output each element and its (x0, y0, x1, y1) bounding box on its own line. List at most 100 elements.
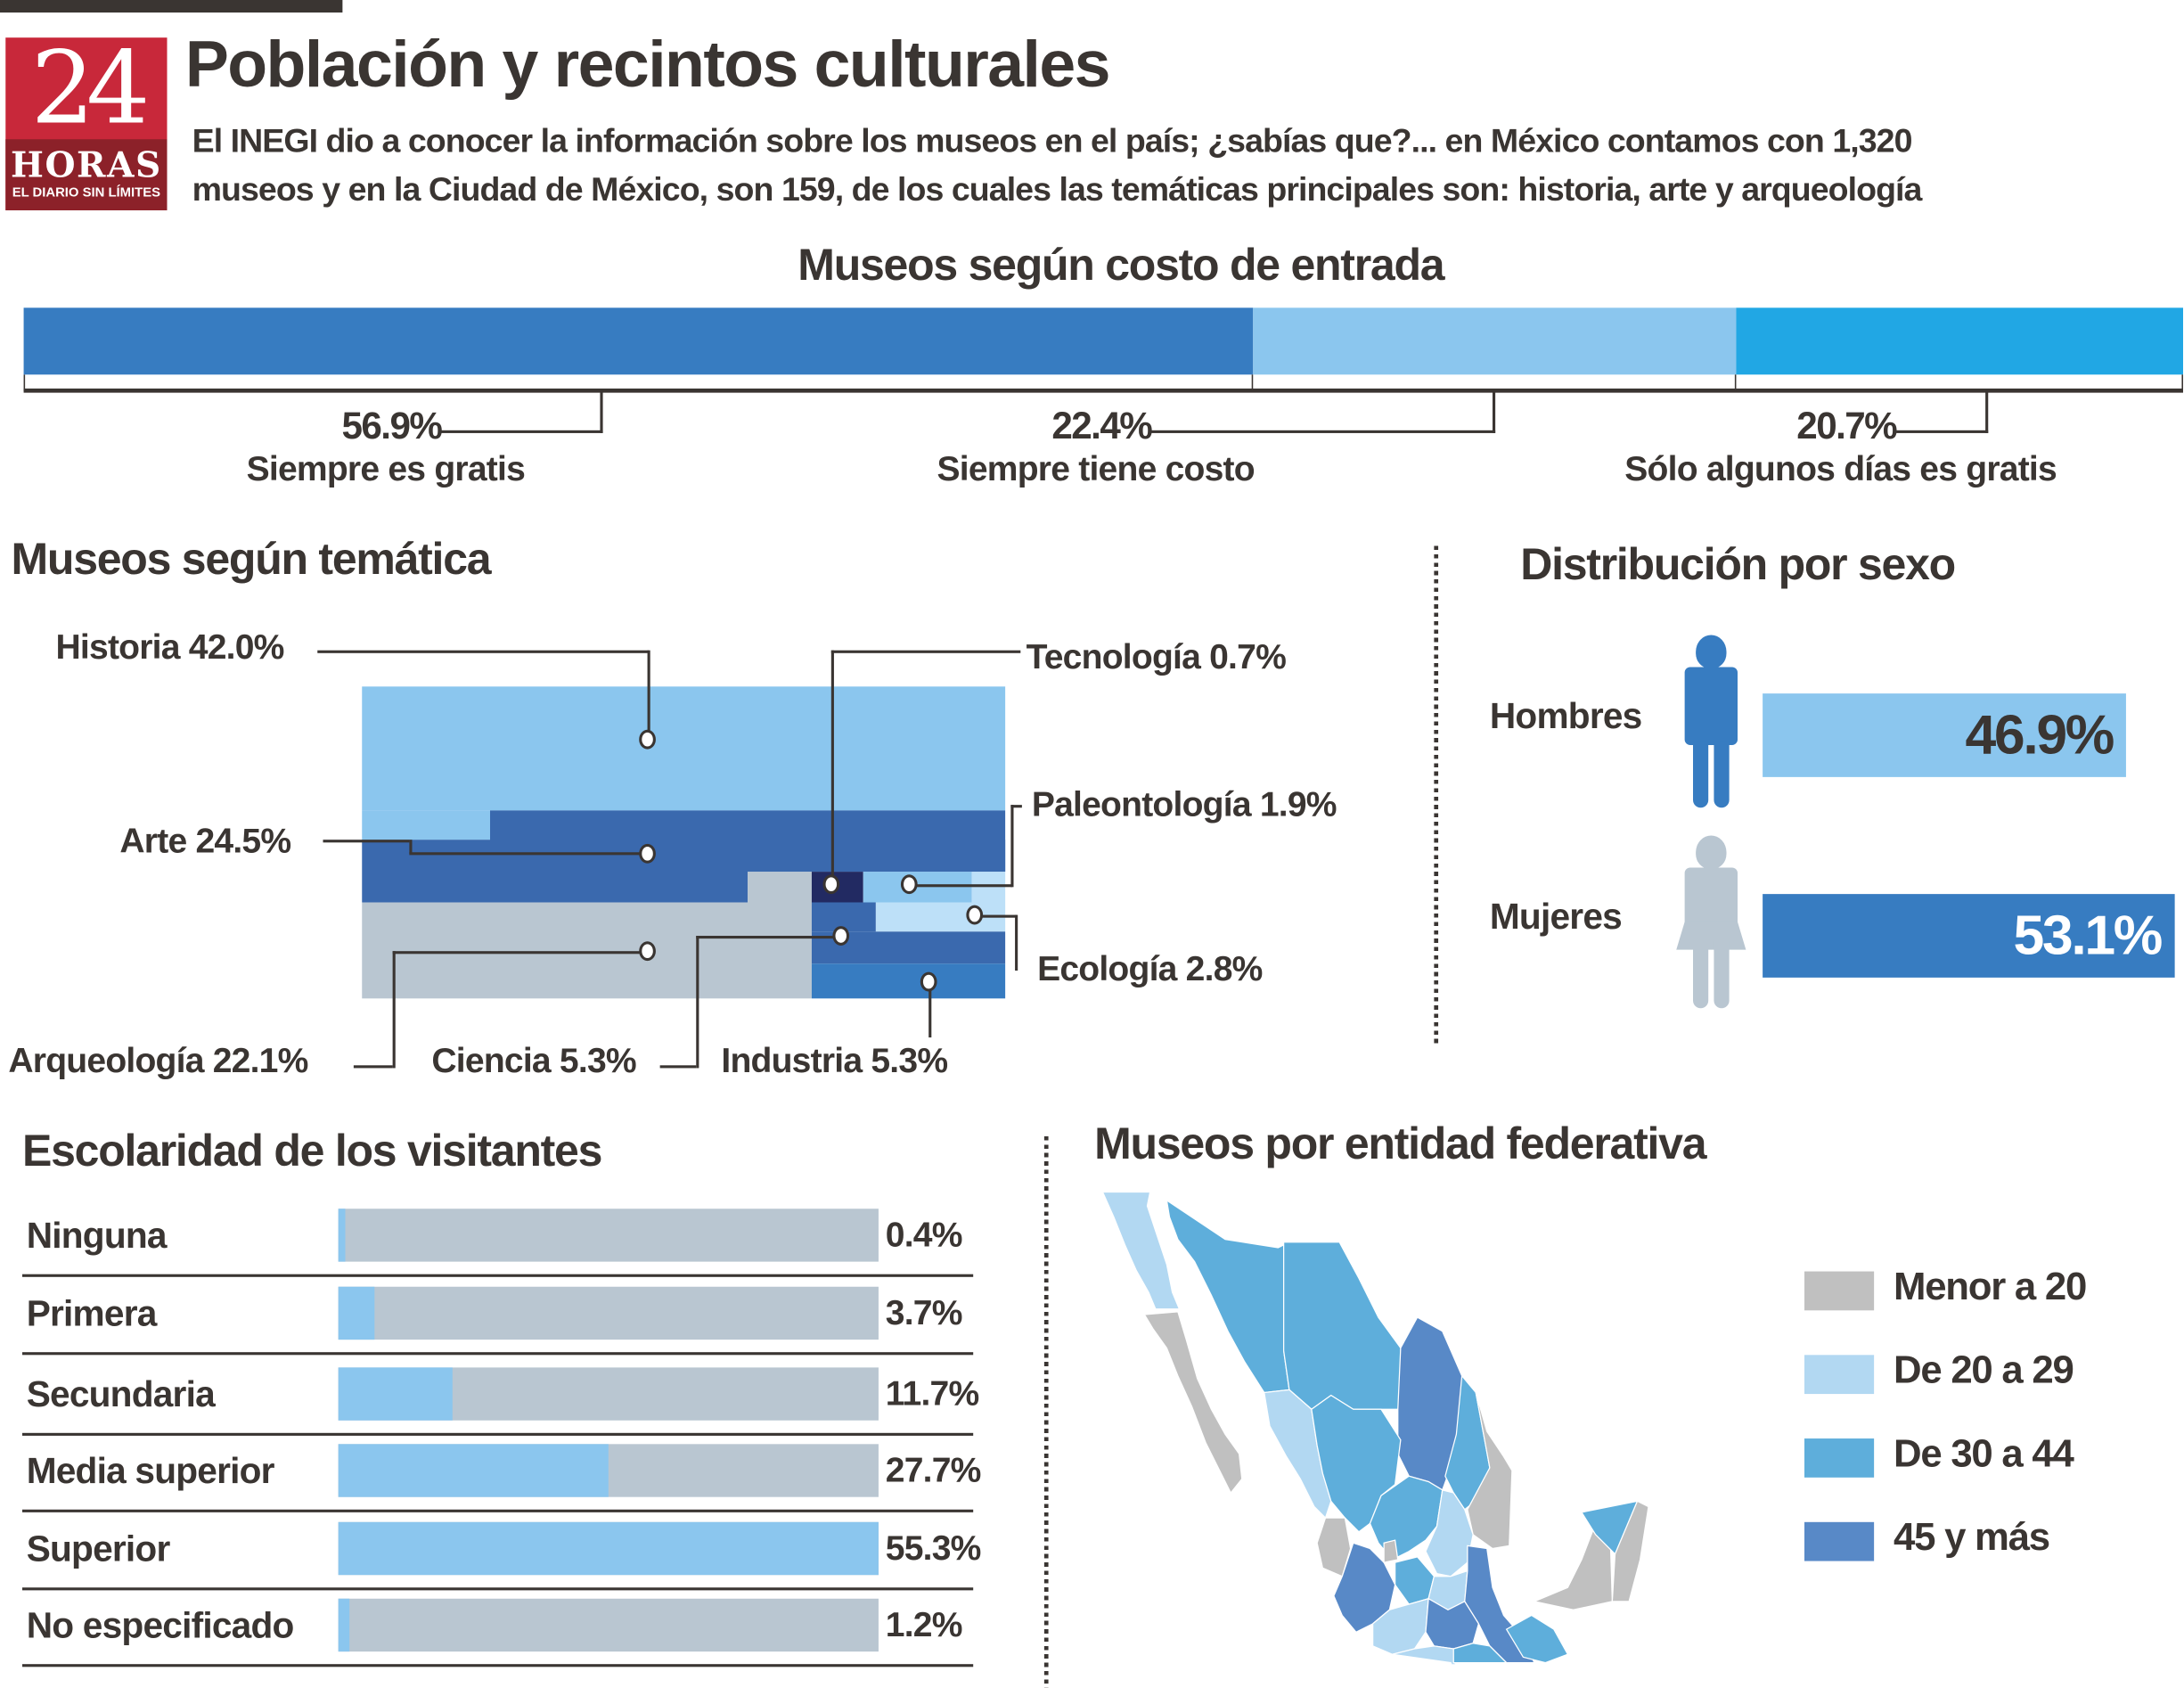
leader-ciencia-v (696, 936, 699, 1069)
leader-historia-v (647, 650, 650, 740)
theme-chart-title: Museos según temática (11, 533, 492, 584)
sex-chart: Hombres 46.9% Mujeres 53.1% (1448, 613, 2183, 1031)
cost-bar-0 (23, 307, 1253, 375)
education-bar-5 (338, 1598, 350, 1652)
treemap-marker-industria (920, 971, 937, 992)
treemap-cell-arte (362, 840, 748, 903)
treemap-marker-tecnología (822, 874, 840, 895)
sex-bar-0 (1763, 693, 2127, 777)
education-track-0 (338, 1209, 879, 1262)
leader-historia (317, 650, 650, 653)
map-legend: Menor a 20 De 20 a 29 De 30 a 44 45 y más (1802, 1260, 2178, 1580)
education-bar-1 (338, 1286, 375, 1340)
cost-bar-2 (1736, 307, 2183, 375)
theme-treemap: Historia 42.0% Arte 24.5% Arqueología 22.1… (0, 0, 1393, 1114)
education-separator-3 (22, 1509, 974, 1512)
treemap-label-arqueología: Arqueología 22.1% (8, 1041, 308, 1081)
logo-tagline: EL DIARIO SIN LÍMITES (12, 184, 161, 201)
cost-left-tick (23, 374, 26, 392)
legend-label-3: 45 y más (1894, 1515, 2050, 1559)
treemap-label-historia: Historia 42.0% (55, 627, 285, 668)
icon-leg (1693, 741, 1709, 808)
state-zacatecas (1369, 1475, 1444, 1561)
icon-skirt (1676, 922, 1746, 950)
legend-swatch-2 (1804, 1438, 1875, 1478)
education-separator-1 (22, 1352, 974, 1356)
education-track-5 (338, 1598, 879, 1652)
cost-value-label-2: 20.7% (1796, 405, 1897, 447)
logo-number: 24 (30, 29, 151, 147)
education-chart-title: Escolaridad de los visitantes (22, 1125, 602, 1176)
cost-leader-h-2 (1896, 430, 1989, 433)
education-track-3 (338, 1444, 879, 1497)
page-title: Población y recintos culturales (184, 26, 1111, 101)
treemap-marker-arqueología (639, 941, 656, 962)
leader-ciencia (659, 1065, 697, 1069)
state-guanajuato (1395, 1556, 1436, 1605)
woman-icon (1676, 835, 1746, 1009)
cost-leader-h-0 (441, 430, 603, 433)
treemap-marker-arte (639, 843, 656, 864)
leader-arte (323, 840, 410, 843)
icon-head (1696, 635, 1727, 668)
education-label-4: Superior (26, 1528, 171, 1569)
education-value-0: 0.4% (885, 1216, 963, 1255)
state-san-luis-potosi (1425, 1489, 1474, 1577)
icon-leg (1714, 941, 1730, 1009)
cost-bar-tick-2 (2181, 374, 2183, 392)
cost-bar-1 (1252, 307, 1737, 375)
leader-arqueologia-v (392, 951, 396, 1069)
education-bar-3 (338, 1444, 609, 1497)
cost-chart-title: Museos según costo de entrada (798, 239, 1444, 290)
education-row-2: Secundaria 11.7% (0, 1198, 1030, 1671)
cost-category-label-0: Siempre es gratis (246, 449, 526, 489)
icon-head (1696, 835, 1727, 869)
state-chiapas (1505, 1614, 1569, 1664)
treemap-label-ciencia: Ciencia 5.3% (431, 1041, 636, 1081)
legend-swatch-3 (1804, 1521, 1875, 1561)
top-rule (0, 0, 343, 13)
cost-chart: 56.9% Siempre es gratis 22.4% Siempre tiene… (23, 307, 2183, 488)
intro-line-1: El INEGI dio a conocer la información so… (192, 122, 1913, 160)
leader-arqueologia-h (392, 951, 650, 955)
treemap-cell-arte (748, 840, 1006, 873)
logo-band: HORAS EL DIARIO SIN LÍMITES (5, 139, 168, 210)
state-oaxaca (1452, 1643, 1509, 1664)
cost-leader-v-1 (1493, 391, 1496, 433)
education-track-4 (338, 1521, 879, 1576)
state-tamaulipas (1467, 1392, 1513, 1550)
education-value-4: 55.3% (885, 1528, 982, 1569)
cost-leader-v-2 (1985, 391, 1989, 433)
treemap-marker-paleontología (900, 874, 918, 895)
icon-body (1684, 667, 1738, 745)
education-row-5: No especificado 1.2% (0, 1198, 1030, 1671)
treemap-cell-historia (362, 686, 1006, 811)
state-baja-california (1101, 1191, 1181, 1310)
legend-swatch-0 (1804, 1271, 1875, 1311)
education-track-1 (338, 1286, 879, 1340)
education-bar-4 (338, 1521, 879, 1576)
state-baja-california-sur (1143, 1311, 1243, 1495)
cost-bar-tick-1 (1734, 374, 1737, 392)
legend-label-0: Menor a 20 (1894, 1264, 2087, 1308)
leader-ciencia-h (696, 936, 841, 939)
cost-category-label-1: Siempre tiene costo (937, 449, 1255, 489)
education-value-1: 3.7% (885, 1293, 963, 1333)
treemap-cell-ecología (971, 872, 1006, 903)
education-track-2 (338, 1367, 879, 1421)
education-row-3: Media superior 27.7% (0, 1198, 1030, 1671)
icon-leg (1714, 741, 1730, 808)
logo-24-horas: 24 HORAS EL DIARIO SIN LÍMITES (5, 29, 168, 210)
sex-chart-title: Distribución por sexo (1520, 538, 1956, 589)
leader-ecologia-h (974, 914, 1017, 918)
leader-tecnologia-h (830, 650, 1021, 653)
cost-bar-tick-0 (1250, 374, 1253, 392)
leader-arqueologia (353, 1065, 393, 1069)
treemap-cell-arqueología (362, 902, 812, 999)
man-icon (1682, 635, 1741, 808)
intro-text: El INEGI dio a conocer la información so… (192, 117, 2170, 214)
state-sonora (1166, 1199, 1290, 1394)
state-chihuahua (1283, 1241, 1402, 1411)
treemap-label-industria: Industria 5.3% (721, 1041, 948, 1081)
